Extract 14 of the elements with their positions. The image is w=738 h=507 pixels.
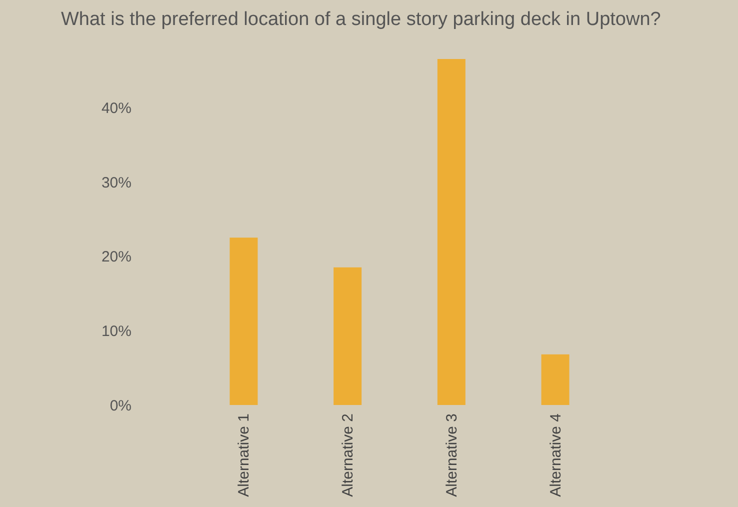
y-tick-label: 30% [101,174,132,192]
y-tick-label: 40% [101,100,132,117]
x-tick-label: Alternative 4 [547,414,564,497]
bar [334,267,362,405]
y-tick-label: 0% [110,398,132,414]
x-tick-label: Alternative 2 [340,414,357,497]
chart-title: What is the preferred location of a single story parking deck in Uptown? [60,9,661,30]
y-tick-label: 10% [101,323,132,340]
y-tick-label: 20% [101,248,132,266]
x-tick-label: Alternative 3 [443,414,460,497]
bar [230,238,258,405]
bar [437,59,466,405]
bar [541,354,570,405]
x-tick-label: Alternative 1 [236,414,253,497]
